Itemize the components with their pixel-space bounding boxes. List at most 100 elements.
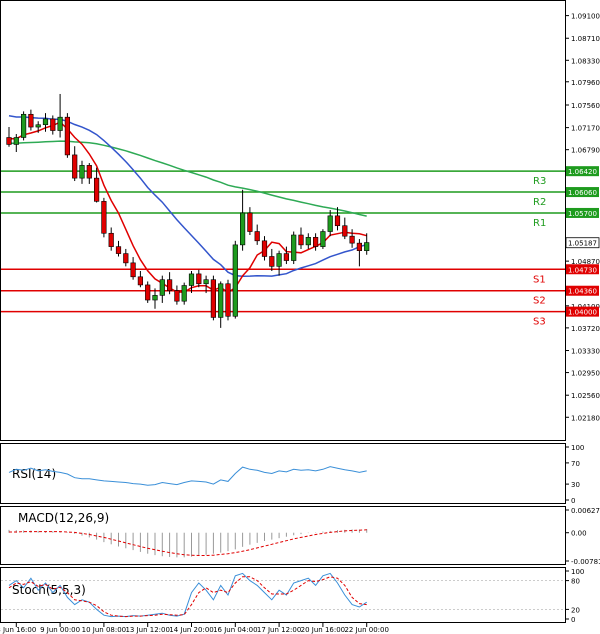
candle [145, 281, 151, 303]
stoch-d-line [8, 576, 367, 618]
pivot-levels: R3 1.06420 R2 1.06060 R1 1.05700 S1 1.04730 S2 1.… [1, 166, 599, 328]
stoch-tick-label: 20 [571, 606, 580, 614]
candle [320, 229, 326, 249]
rsi-panel-frame [0, 443, 566, 504]
candle [137, 270, 144, 288]
candle [283, 246, 290, 265]
bear-candle-body [349, 235, 355, 244]
current-price-box [565, 237, 600, 249]
candle [159, 275, 165, 303]
bull-candle-body [327, 215, 333, 232]
main-panel-frame [0, 0, 566, 441]
candle [240, 189, 246, 251]
pivot-price-tag [566, 285, 599, 296]
bull-candle-body [188, 273, 195, 286]
candle [210, 275, 217, 321]
bull-candle-body [218, 283, 224, 318]
bear-candle-body [261, 240, 268, 257]
candle [254, 224, 260, 245]
bull-candle-body [79, 165, 85, 179]
bear-candle-body [115, 246, 122, 254]
bull-candle-body [305, 237, 311, 246]
macd-signal-line [9, 529, 367, 556]
y-tick-label: 1.09100 [571, 13, 600, 21]
rsi-tick-label: 0 [571, 497, 575, 505]
x-tick-label: 14 Jun 20:00 [169, 626, 213, 634]
pivot-price-tag [566, 166, 599, 177]
bull-candle-body [152, 295, 158, 301]
bull-candle-body [35, 124, 41, 128]
sma-mid-line [8, 115, 367, 277]
candle [20, 111, 27, 141]
x-tick-label: 22 Jun 00:00 [344, 626, 388, 634]
candle [269, 248, 275, 271]
sma-slow-line [8, 140, 367, 217]
bear-candle-body [72, 154, 78, 179]
rsi-tick-label: 100 [571, 444, 584, 452]
candle [94, 167, 100, 203]
bull-candle-body [181, 285, 187, 302]
bull-candle-body [232, 244, 238, 317]
bull-candle-body [13, 137, 19, 145]
candle [218, 281, 224, 328]
macd-panel-frame [0, 506, 566, 565]
candle [101, 197, 107, 238]
bull-candle-body [57, 116, 63, 131]
pivot-name-s3: S3 [533, 317, 546, 328]
bear-candle-body [254, 231, 260, 242]
bull-candle-body [240, 212, 246, 246]
pivot-price-tag [566, 207, 599, 218]
stoch-tick-label: 0 [571, 616, 575, 624]
bear-candle-body [174, 290, 180, 302]
candle [181, 282, 187, 305]
candle [174, 285, 180, 305]
y-tick-label: 1.07170 [571, 125, 600, 133]
pivot-price-label: 1.04730 [568, 266, 597, 274]
candle [225, 279, 231, 321]
candle [342, 217, 348, 240]
pivot-name-r3: R3 [533, 176, 546, 187]
x-tick-label: 9 Jun 00:00 [40, 626, 80, 634]
bear-candle-body [6, 137, 12, 145]
candle [42, 113, 49, 132]
bull-candle-body [364, 242, 370, 251]
y-tick-label: 1.02950 [571, 370, 600, 378]
stoch-tick-label: 80 [571, 578, 580, 586]
candle [72, 146, 78, 182]
rsi-tick-label: 70 [571, 460, 580, 468]
candle [276, 250, 282, 276]
candle [13, 134, 19, 153]
pivot-price-tag [566, 187, 599, 198]
y-tick-label: 1.03330 [571, 348, 600, 356]
x-tick-label: 10 Jun 08:00 [82, 626, 126, 634]
x-axis: 8 Jun 16:00 9 Jun 00:00 10 Jun 08:00 13 Jun… [0, 623, 389, 634]
candle [152, 288, 158, 309]
bull-candle-body [291, 234, 297, 261]
candle [6, 127, 12, 147]
pivot-name-r1: R1 [533, 218, 546, 229]
bear-candle-body [50, 118, 56, 131]
y-tick-label: 1.06790 [571, 147, 600, 155]
candles [6, 93, 370, 328]
candle [232, 240, 238, 319]
candle [364, 233, 370, 255]
candle [108, 227, 114, 251]
candle [28, 109, 34, 131]
macd-tick-label: 0.00 [571, 530, 587, 538]
stoch-tick-label: 100 [571, 568, 584, 576]
stoch-label: Stoch(5,5,3) [12, 583, 86, 597]
macd-tick-label: 0.006275 [571, 507, 600, 515]
rsi-tick-label: 30 [571, 481, 580, 489]
bear-candle-body [137, 276, 144, 286]
pivot-price-label: 1.04000 [568, 309, 597, 317]
x-tick-label: 20 Jun 16:00 [301, 626, 345, 634]
y-tick-label: 1.07960 [571, 79, 600, 87]
bear-candle-body [225, 283, 231, 317]
stoch-panel: Stoch(5,5,3) 100 80 20 0 [1, 568, 584, 624]
y-tick-label: 1.07560 [571, 102, 600, 110]
bear-candle-body [298, 234, 304, 246]
pivot-price-label: 1.05700 [568, 210, 597, 218]
y-tick-label: 1.08710 [571, 35, 600, 43]
